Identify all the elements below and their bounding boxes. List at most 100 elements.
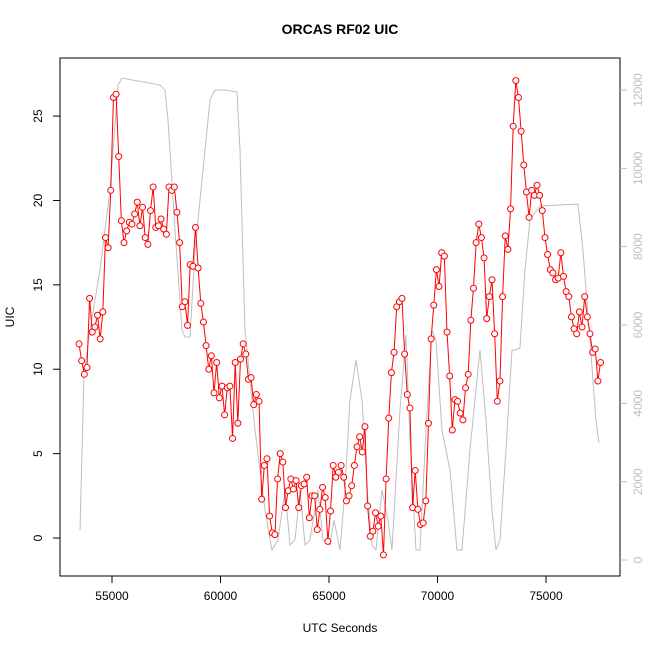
data-point bbox=[491, 330, 499, 338]
data-point bbox=[385, 414, 393, 422]
data-point bbox=[469, 284, 477, 292]
data-point bbox=[507, 205, 515, 213]
data-point bbox=[372, 509, 380, 517]
data-point bbox=[292, 477, 300, 485]
y-tick-label: 10 bbox=[31, 362, 45, 376]
data-point bbox=[282, 504, 290, 512]
data-point bbox=[387, 369, 395, 377]
data-point bbox=[181, 298, 189, 306]
data-point bbox=[252, 391, 260, 399]
data-point bbox=[525, 213, 533, 221]
data-point bbox=[157, 215, 165, 223]
data-point bbox=[533, 181, 541, 189]
data-point bbox=[514, 93, 522, 101]
data-point bbox=[403, 391, 411, 399]
data-point bbox=[377, 512, 385, 520]
x-tick-label: 65000 bbox=[312, 589, 346, 603]
y-tick-label: 5 bbox=[31, 450, 45, 457]
data-point bbox=[419, 519, 427, 527]
data-point bbox=[205, 365, 213, 373]
data-point bbox=[99, 308, 107, 316]
data-point bbox=[266, 512, 274, 520]
data-point bbox=[303, 473, 311, 481]
data-point bbox=[379, 551, 387, 559]
series-line bbox=[79, 77, 600, 552]
data-point bbox=[247, 374, 255, 382]
data-point bbox=[194, 264, 202, 272]
data-point bbox=[311, 492, 319, 500]
data-point bbox=[382, 475, 390, 483]
data-point bbox=[202, 342, 210, 350]
data-point bbox=[191, 223, 199, 231]
data-point bbox=[475, 220, 483, 228]
data-point bbox=[464, 370, 472, 378]
data-point bbox=[499, 293, 507, 301]
data-point bbox=[334, 468, 342, 476]
data-point bbox=[255, 397, 263, 405]
data-point bbox=[565, 293, 573, 301]
data-point bbox=[94, 311, 102, 319]
data-point bbox=[207, 352, 215, 360]
data-point bbox=[170, 183, 178, 191]
data-point bbox=[279, 458, 287, 466]
data-point bbox=[199, 318, 207, 326]
data-point bbox=[462, 384, 470, 392]
data-point bbox=[427, 335, 435, 343]
data-point bbox=[401, 350, 409, 358]
data-point bbox=[133, 198, 141, 206]
data-point bbox=[424, 419, 432, 427]
data-point bbox=[184, 321, 192, 329]
data-point bbox=[123, 227, 131, 235]
data-point bbox=[215, 394, 223, 402]
data-point bbox=[141, 234, 149, 242]
data-point bbox=[369, 527, 377, 535]
data-point bbox=[91, 323, 99, 331]
data-point bbox=[128, 220, 136, 228]
data-point bbox=[575, 308, 583, 316]
data-point bbox=[472, 239, 480, 247]
data-point bbox=[520, 161, 528, 169]
data-point bbox=[321, 494, 329, 502]
data-point bbox=[139, 203, 147, 211]
data-point bbox=[337, 461, 345, 469]
data-point bbox=[112, 90, 120, 98]
data-point bbox=[364, 502, 372, 510]
data-point bbox=[250, 401, 258, 409]
data-point bbox=[390, 348, 398, 356]
data-point bbox=[538, 207, 546, 215]
data-point bbox=[162, 230, 170, 238]
y2-tick-label: 8000 bbox=[631, 233, 645, 260]
data-point bbox=[350, 461, 358, 469]
data-point bbox=[276, 450, 284, 458]
data-point bbox=[274, 475, 282, 483]
data-point bbox=[173, 208, 181, 216]
data-point bbox=[229, 434, 237, 442]
data-point bbox=[329, 461, 337, 469]
data-point bbox=[78, 357, 86, 365]
data-point bbox=[154, 222, 162, 230]
x-tick-label: 55000 bbox=[95, 589, 129, 603]
data-point bbox=[398, 294, 406, 302]
data-point bbox=[348, 482, 356, 490]
data-point bbox=[75, 340, 83, 348]
y2-tick-label: 12000 bbox=[631, 73, 645, 107]
data-point bbox=[440, 252, 448, 260]
data-point bbox=[83, 364, 91, 372]
data-point bbox=[104, 244, 112, 252]
data-point bbox=[549, 269, 557, 277]
x-tick-label: 70000 bbox=[421, 589, 455, 603]
data-point bbox=[430, 301, 438, 309]
data-point bbox=[557, 249, 565, 257]
data-point bbox=[86, 294, 94, 302]
data-point bbox=[448, 426, 456, 434]
data-point bbox=[517, 127, 525, 135]
data-point bbox=[559, 272, 567, 280]
data-point bbox=[263, 455, 271, 463]
data-point bbox=[496, 377, 504, 385]
data-point bbox=[149, 183, 157, 191]
y2-tick-label: 0 bbox=[631, 556, 645, 563]
data-point bbox=[136, 222, 144, 230]
y2-tick-label: 10000 bbox=[631, 151, 645, 185]
chart-title: ORCAS RF02 UIC bbox=[282, 21, 399, 37]
data-point bbox=[493, 397, 501, 405]
